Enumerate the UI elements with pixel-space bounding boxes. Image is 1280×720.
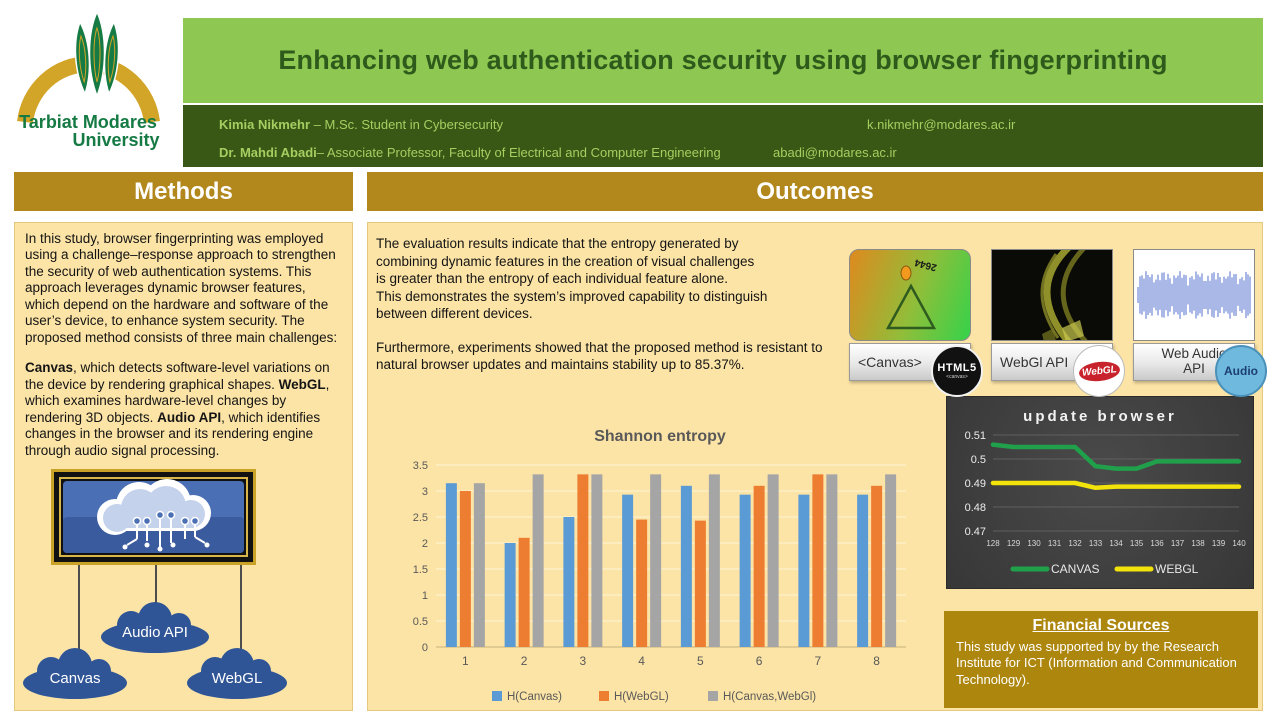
audio-waveform-image (1133, 249, 1255, 341)
svg-text:128: 128 (986, 539, 1000, 548)
authors-bar: Kimia Nikmehr – M.Sc. Student in Cyberse… (183, 105, 1263, 167)
svg-text:2: 2 (422, 538, 428, 550)
university-logo: Tarbiat Modares University (0, 0, 183, 170)
html5-badge-icon: HTML5 <canvas> (931, 345, 983, 397)
methods-section-header: Methods (14, 172, 353, 211)
author-role-2: – Associate Professor, Faculty of Electr… (316, 145, 721, 160)
financial-sources-text: This study was supported by by the Resea… (956, 639, 1237, 687)
methods-panel: In this study, browser fingerprinting wa… (14, 222, 353, 711)
svg-text:0: 0 (422, 642, 428, 654)
outcomes-section-header: Outcomes (367, 172, 1263, 211)
svg-text:0.49: 0.49 (965, 478, 986, 490)
financial-sources-title: Financial Sources (1032, 617, 1170, 634)
svg-text:135: 135 (1130, 539, 1144, 548)
author-email-2: abadi@modares.ac.ir (773, 145, 897, 160)
outcomes-panel: The evaluation results indicate that the… (367, 222, 1267, 711)
logo-text-line2: University (72, 130, 159, 150)
svg-text:140: 140 (1232, 539, 1246, 548)
svg-text:5: 5 (697, 654, 704, 668)
line-chart-title: update browser (1023, 408, 1177, 425)
author-name-2: Dr. Mahdi Abadi (219, 145, 317, 160)
svg-text:0.5: 0.5 (413, 616, 428, 628)
svg-text:130: 130 (1027, 539, 1041, 548)
title-bar: Enhancing web authentication security us… (183, 18, 1263, 103)
author-row-1: Kimia Nikmehr – M.Sc. Student in Cyberse… (219, 117, 503, 132)
svg-text:1: 1 (462, 654, 469, 668)
svg-text:H(Canvas): H(Canvas) (507, 691, 562, 703)
svg-text:132: 132 (1068, 539, 1082, 548)
canvas-sample-image: 2644 (849, 249, 971, 341)
browser-cloud-image (51, 469, 256, 565)
svg-text:H(WebGL): H(WebGL) (614, 691, 669, 703)
circuit-pins (126, 517, 206, 547)
canvas-overlay-number: 2644 (913, 256, 938, 272)
svg-text:133: 133 (1089, 539, 1103, 548)
shannon-entropy-chart: Shannon entropy 0 0.5 1 1.5 2 2.5 3 3.5 1 2 3 4 5 6 7 8… (388, 419, 933, 711)
methods-paragraph-2: Canvas, which detects software-level var… (25, 360, 330, 458)
svg-text:137: 137 (1171, 539, 1185, 548)
svg-text:0.5: 0.5 (971, 454, 986, 466)
fingerprinting-diagram: Canvas Audio API WebGL (23, 469, 287, 699)
svg-text:3: 3 (580, 654, 587, 668)
university-logo-graphic: Tarbiat Modares University (17, 10, 160, 150)
svg-text:WEBGL: WEBGL (1155, 562, 1199, 576)
svg-text:CANVAS: CANVAS (1051, 562, 1099, 576)
outcomes-paragraph-2: Furthermore, experiments showed that the… (376, 339, 823, 373)
svg-text:Audio API: Audio API (122, 624, 188, 641)
webgl-sample-image (991, 249, 1113, 341)
methods-paragraph-1: In this study, browser fingerprinting wa… (25, 231, 338, 345)
diagram-node-webgl: WebGL (187, 648, 287, 699)
svg-text:131: 131 (1048, 539, 1062, 548)
svg-text:0.51: 0.51 (965, 430, 986, 442)
outcomes-paragraph-1: The evaluation results indicate that the… (376, 236, 768, 322)
svg-text:1.5: 1.5 (413, 564, 428, 576)
svg-text:7: 7 (815, 654, 822, 668)
svg-text:1: 1 (422, 590, 428, 602)
svg-text:0.48: 0.48 (965, 502, 986, 514)
svg-text:3.5: 3.5 (413, 460, 428, 472)
diagram-node-audio-api: Audio API (101, 602, 209, 653)
svg-text:6: 6 (756, 654, 763, 668)
svg-text:2: 2 (521, 654, 528, 668)
financial-sources-box: Financial Sources This study was support… (944, 611, 1258, 708)
poster-title: Enhancing web authentication security us… (278, 45, 1168, 75)
svg-text:Canvas: Canvas (50, 670, 101, 687)
svg-text:0.47: 0.47 (965, 526, 986, 538)
svg-text:136: 136 (1150, 539, 1164, 548)
bar-chart-title: Shannon entropy (594, 428, 726, 445)
webgl-badge-icon: WebGL (1073, 345, 1125, 397)
svg-text:4: 4 (638, 654, 645, 668)
author-email-1: k.nikmehr@modares.ac.ir (867, 117, 1016, 132)
update-browser-chart: update browser 0.47 0.48 0.49 0.5 0.51 128 129… (946, 396, 1254, 589)
author-row-2: Dr. Mahdi Abadi– Associate Professor, Fa… (219, 145, 721, 160)
outcomes-text: The evaluation results indicate that the… (376, 235, 846, 390)
svg-text:H(Canvas,WebGl): H(Canvas,WebGl) (723, 691, 816, 703)
audio-badge-icon: Audio (1215, 345, 1267, 397)
svg-text:8: 8 (873, 654, 880, 668)
logo-cypress-trees (74, 10, 120, 99)
author-role-1: – M.Sc. Student in Cybersecurity (313, 117, 503, 132)
svg-text:139: 139 (1212, 539, 1226, 548)
diagram-node-canvas: Canvas (23, 648, 127, 699)
logo-text-line1: Tarbiat Modares (19, 112, 157, 132)
svg-text:138: 138 (1191, 539, 1205, 548)
svg-text:3: 3 (422, 486, 428, 498)
svg-text:134: 134 (1109, 539, 1123, 548)
web-audio-card: Web Audio API Audio (1133, 249, 1267, 397)
svg-text:WebGL: WebGL (212, 670, 263, 687)
webgl-card: WebGl API WebGL (991, 249, 1125, 397)
svg-text:129: 129 (1007, 539, 1021, 548)
svg-text:2.5: 2.5 (413, 512, 428, 524)
author-name-1: Kimia Nikmehr (219, 117, 314, 132)
methods-text: In this study, browser fingerprinting wa… (15, 223, 352, 459)
canvas-card: 2644 <Canvas> HTML5 <canvas> (849, 249, 983, 397)
